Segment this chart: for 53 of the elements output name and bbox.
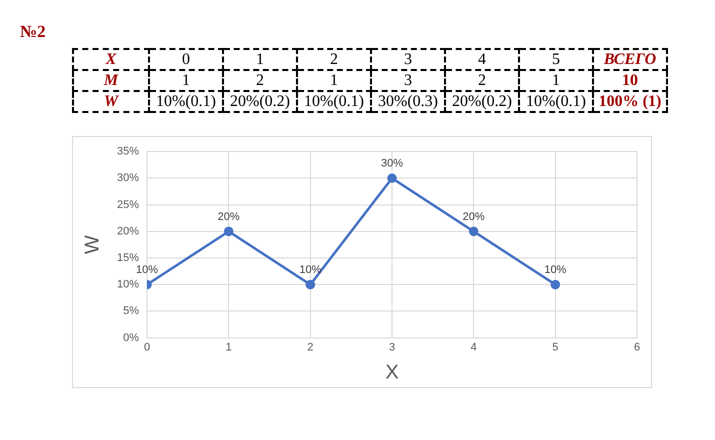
- text: 2: [223, 70, 297, 91]
- text: 20%(0.2): [445, 91, 519, 112]
- data-label: 10%: [544, 264, 567, 276]
- text: 100% (1): [593, 91, 667, 112]
- y-axis-title: W: [82, 235, 104, 254]
- y-tick-label: 25%: [116, 198, 140, 211]
- y-tick-label: 15%: [116, 252, 140, 264]
- point: [550, 280, 560, 290]
- data-label: 10%: [299, 264, 322, 276]
- text: 0: [149, 49, 223, 70]
- x-tick-label: 5: [552, 341, 558, 354]
- data-label: 20%: [462, 210, 485, 223]
- text: 4: [445, 49, 519, 70]
- point: [387, 173, 397, 183]
- text: 2: [445, 70, 519, 91]
- x-tick-label: 4: [470, 341, 477, 354]
- x-tick-label: 2: [307, 341, 314, 354]
- text: 5: [519, 49, 593, 70]
- text: X: [73, 49, 149, 70]
- text: 10%(0.1): [297, 91, 371, 112]
- text: 3: [371, 70, 445, 91]
- y-tick-label: 35%: [116, 146, 140, 158]
- text: ВСЕГО: [593, 49, 667, 70]
- text: 1: [149, 70, 223, 91]
- text: 3: [371, 49, 445, 70]
- text: W: [73, 91, 149, 112]
- text: 1: [519, 70, 593, 91]
- x-tick-label: 1: [226, 341, 232, 354]
- text: 1: [223, 49, 297, 70]
- x-tick-label: 0: [144, 341, 150, 354]
- text: 10: [593, 70, 667, 91]
- x-tick-label: 6: [634, 341, 640, 354]
- y-tick-label: 10%: [116, 278, 140, 291]
- data-label: 30%: [380, 158, 404, 170]
- x-axis-title: X: [385, 362, 399, 384]
- data-label: 10%: [136, 264, 158, 276]
- text: 30%(0.3): [371, 91, 445, 112]
- point: [224, 226, 234, 236]
- text: 2: [297, 49, 371, 70]
- point: [468, 226, 478, 236]
- text: 10%(0.1): [149, 91, 223, 112]
- y-tick-label: 20%: [116, 225, 140, 238]
- text: M: [73, 70, 149, 91]
- text: 10%(0.1): [519, 91, 593, 112]
- y-tick-label: 5%: [123, 305, 140, 318]
- text: 20%(0.2): [223, 91, 297, 112]
- chart-title: №2: [20, 22, 46, 42]
- x-tick-label: 3: [388, 341, 396, 354]
- text: 1: [297, 70, 371, 91]
- data-label: 20%: [218, 210, 240, 223]
- y-tick-label: 0%: [123, 332, 140, 344]
- point: [306, 280, 316, 290]
- y-tick-label: 30%: [116, 172, 140, 184]
